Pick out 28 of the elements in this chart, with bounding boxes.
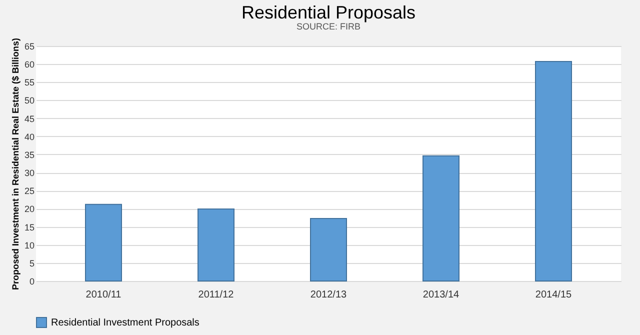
x-tick-label: 2011/12	[198, 290, 234, 300]
y-tick-label: 45	[24, 114, 34, 124]
y-tick-label: 10	[24, 240, 34, 250]
bar	[85, 204, 122, 282]
y-tick-label: 5	[29, 258, 34, 268]
chart-title: Residential Proposals	[241, 2, 416, 22]
x-tick-label: 2013/14	[422, 290, 460, 300]
source-note: SOURCE: FIRB	[296, 21, 361, 32]
y-tick-label: 30	[24, 168, 34, 178]
y-tick-label: 20	[24, 204, 34, 214]
y-tick-label: 15	[24, 222, 34, 232]
y-tick-label: 55	[24, 78, 34, 88]
bar	[422, 155, 460, 282]
bar	[535, 61, 572, 282]
y-axis-title: Proposed Investment in Residential Real Estate ($ Billions)	[10, 38, 20, 290]
x-tick-label: 2010/11	[86, 290, 122, 300]
y-tick-label: 35	[24, 150, 34, 160]
bar	[198, 208, 234, 282]
y-tick-label: 0	[29, 276, 34, 286]
x-tick-label: 2012/13	[310, 290, 348, 300]
y-tick-label: 40	[24, 132, 34, 142]
y-tick-label: 60	[24, 60, 34, 70]
y-tick-label: 65	[24, 42, 34, 52]
y-tick-label: 50	[24, 96, 34, 106]
legend-label: Residential Investment Proposals	[51, 318, 200, 328]
x-tick-label: 2014/15	[535, 290, 572, 300]
bar	[310, 218, 347, 282]
y-tick-label: 25	[24, 186, 34, 196]
